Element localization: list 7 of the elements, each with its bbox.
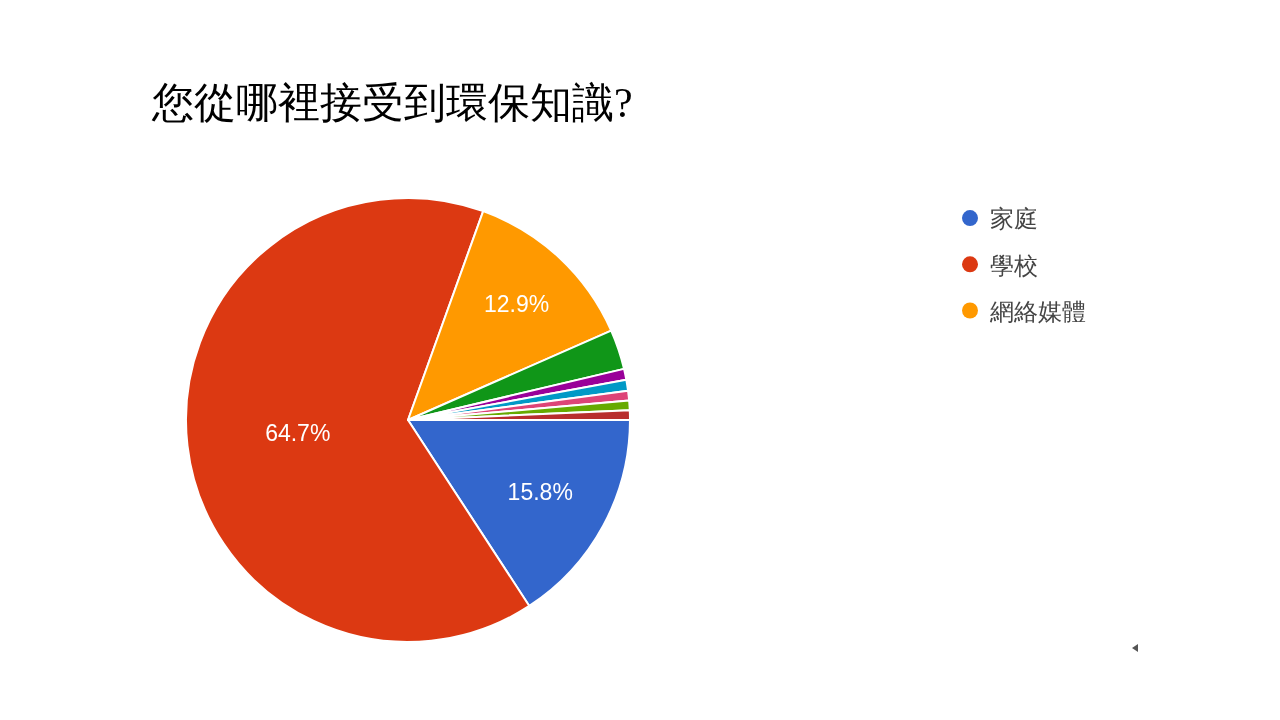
chart-title: 您從哪裡接受到環保知識? <box>151 79 633 126</box>
data-label: 64.7% <box>265 419 331 446</box>
data-label: 12.9% <box>484 290 550 317</box>
legend-label: 家庭 <box>990 205 1038 233</box>
legend-label: 學校 <box>990 251 1038 279</box>
data-label: 15.8% <box>507 478 573 505</box>
legend-label: 網絡媒體 <box>989 297 1086 325</box>
